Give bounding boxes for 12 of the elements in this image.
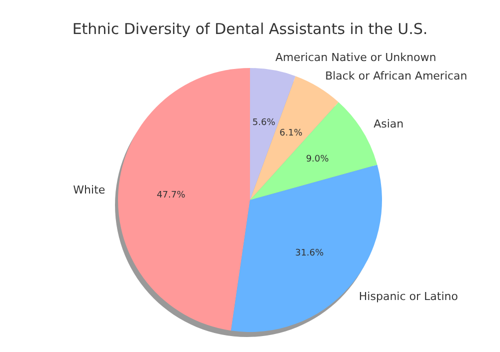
data-label: 6.1% [280, 128, 303, 138]
slice-label: American Native or Unknown [275, 50, 436, 64]
slice-label: White [73, 183, 106, 196]
pie-slice [118, 68, 250, 331]
chart-title: Ethnic Diversity of Dental Assistants in the U.S. [72, 20, 428, 38]
slice-label: Hispanic or Latino [358, 290, 458, 303]
data-label: 31.6% [295, 248, 324, 259]
slice-label: Asian [374, 118, 404, 131]
slice-label: Black or African American [325, 70, 468, 83]
data-label: 5.6% [252, 118, 276, 128]
data-label: 9.0% [306, 154, 330, 165]
data-label: 47.7% [156, 190, 186, 200]
